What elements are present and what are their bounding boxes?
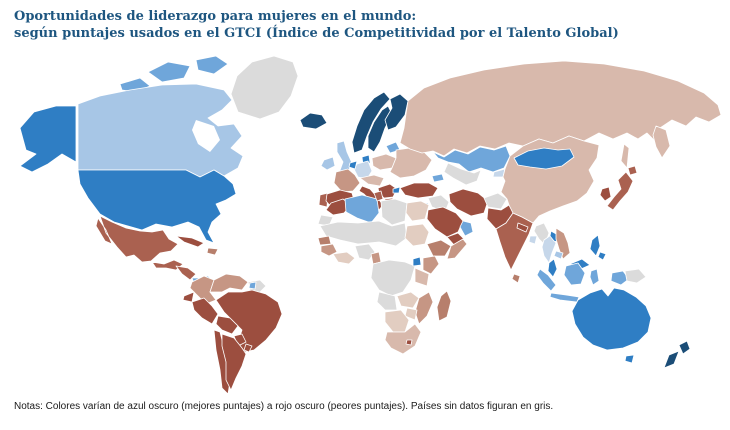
country-angola <box>376 291 398 311</box>
country-cambodia <box>553 250 564 260</box>
country-iceland <box>299 112 328 130</box>
country-honduras-nicaragua <box>175 265 197 281</box>
country-argentina <box>221 333 247 391</box>
page-title: Oportunidades de liderazgo para mujeres … <box>14 8 619 42</box>
country-canada-arctic-islands-1 <box>147 61 191 83</box>
footnote: Notas: Colores varían de azul oscuro (me… <box>14 401 554 412</box>
country-papua-west <box>610 270 630 286</box>
country-afghanistan <box>483 192 508 210</box>
country-alpine-central-europe <box>359 174 385 187</box>
country-greenland <box>230 55 299 120</box>
hudson-bay <box>192 120 220 152</box>
country-kenya <box>422 255 440 275</box>
country-saudi-arabia <box>426 206 464 238</box>
country-philippines <box>589 234 607 261</box>
country-russia-sakhalin <box>620 143 630 169</box>
country-hispaniola <box>206 247 219 256</box>
country-ireland <box>320 156 336 171</box>
country-bangladesh <box>528 235 538 245</box>
country-zimbabwe <box>404 307 418 321</box>
country-alaska <box>19 105 77 173</box>
country-usa <box>77 169 237 244</box>
country-france <box>333 168 361 193</box>
country-south-africa <box>384 323 422 355</box>
country-tasmania <box>624 354 635 364</box>
country-australia <box>571 287 652 351</box>
country-canada-arctic-islands-2 <box>195 55 229 75</box>
country-ethiopia <box>426 239 452 257</box>
country-caucasus <box>431 173 445 183</box>
country-madagascar <box>436 290 452 322</box>
country-mongolia <box>513 147 575 170</box>
country-vietnam <box>555 227 571 260</box>
country-algeria <box>344 194 380 224</box>
country-morocco <box>325 198 352 216</box>
country-egypt <box>405 200 430 222</box>
country-bulgaria <box>392 186 401 194</box>
country-tunisia <box>373 190 384 202</box>
country-iran <box>448 188 489 217</box>
country-papua-new-guinea <box>624 268 647 284</box>
country-west-africa-coast <box>332 251 356 265</box>
page-title-line2: según puntajes usados en el GTCI (Índice… <box>14 26 619 41</box>
country-kazakhstan <box>432 145 511 173</box>
country-portugal <box>318 192 329 208</box>
country-nepal <box>516 222 529 233</box>
country-uganda <box>412 256 422 267</box>
country-lesotho <box>405 339 413 346</box>
country-uruguay <box>243 343 253 353</box>
country-guyana <box>248 281 257 290</box>
country-canada <box>77 83 244 178</box>
country-russia <box>399 60 722 157</box>
country-uk <box>336 140 353 174</box>
page-title-line1: Oportunidades de liderazgo para mujeres … <box>14 9 417 24</box>
country-bolivia <box>215 315 239 335</box>
country-senegal <box>317 235 332 246</box>
country-ecuador <box>182 291 195 303</box>
country-norway <box>351 91 391 154</box>
country-central-asia <box>443 162 482 186</box>
country-central-africa <box>370 259 416 297</box>
country-benelux <box>348 160 358 170</box>
country-peru <box>191 297 219 325</box>
country-cuba <box>175 235 205 248</box>
country-mexico <box>95 215 179 263</box>
country-finland <box>384 93 409 131</box>
country-russia-kamchatka <box>652 125 671 159</box>
country-south-korea <box>599 186 612 202</box>
country-somalia <box>446 238 468 260</box>
country-sudan <box>404 223 430 247</box>
country-tanzania <box>414 267 430 287</box>
country-libya <box>380 198 408 226</box>
country-zambia <box>396 291 420 309</box>
country-yemen <box>446 232 465 246</box>
country-turkey <box>399 182 439 199</box>
country-new-zealand <box>663 340 691 369</box>
country-venezuela <box>209 273 249 293</box>
country-sri-lanka <box>511 273 521 284</box>
country-oman-uae <box>459 220 474 237</box>
country-japan <box>606 165 638 211</box>
